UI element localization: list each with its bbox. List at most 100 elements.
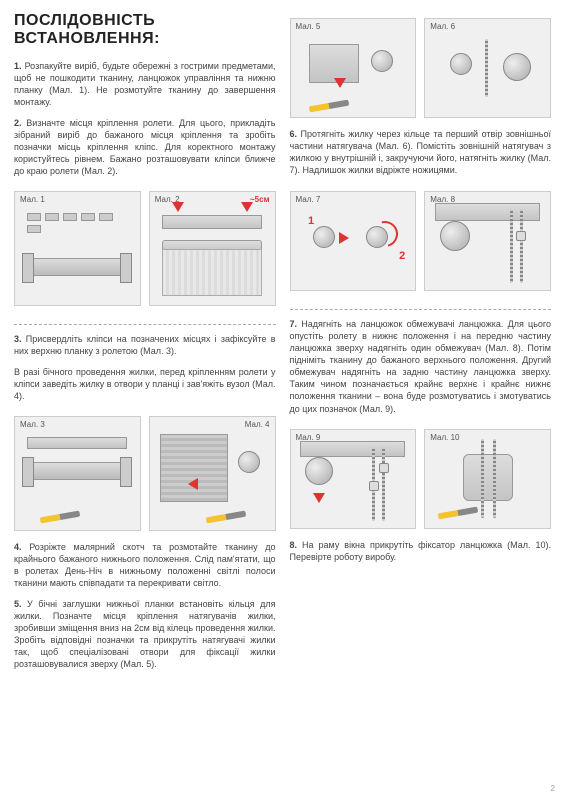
step-num: 6. bbox=[290, 129, 298, 139]
step-num: 5. bbox=[14, 599, 22, 609]
stopper-icon bbox=[516, 231, 526, 241]
right-column: Мал. 5 Мал. 6 6. Протягніть жилку через … bbox=[290, 12, 552, 678]
mechanism-icon bbox=[160, 434, 229, 502]
step-text: Протягніть жилку через кільце та перший … bbox=[290, 129, 552, 175]
fixator-icon bbox=[463, 454, 513, 501]
figure-row-3-4: Мал. 3 Мал. 4 bbox=[14, 416, 276, 531]
tensioner-icon bbox=[309, 44, 359, 83]
callout-number: 1 bbox=[308, 215, 314, 227]
chain-icon bbox=[481, 439, 484, 517]
rail-icon bbox=[435, 203, 540, 221]
figure-2: Мал. 2 ~5см bbox=[149, 191, 276, 306]
step-2: 2. Визначте місця кріплення ролети. Для … bbox=[14, 117, 276, 178]
screwdriver-icon bbox=[309, 100, 349, 113]
arrow-icon bbox=[339, 232, 349, 244]
rail-icon bbox=[162, 215, 262, 229]
divider bbox=[14, 324, 276, 325]
figure-label: Мал. 3 bbox=[20, 420, 45, 429]
arrow-icon bbox=[313, 493, 325, 503]
bracket-icon bbox=[22, 253, 34, 283]
figure-10: Мал. 10 bbox=[424, 429, 551, 529]
figure-label: Мал. 10 bbox=[430, 433, 459, 442]
step-text: Надягніть на ланцюжок обмежувачі ланцюжк… bbox=[290, 319, 552, 414]
step-text: На раму вікна прикрутіть фіксатор ланцюж… bbox=[290, 540, 551, 562]
figure-4: Мал. 4 bbox=[149, 416, 276, 531]
figure-row-5-6: Мал. 5 Мал. 6 bbox=[290, 18, 552, 118]
figure-8: Мал. 8 bbox=[424, 191, 551, 291]
divider bbox=[290, 309, 552, 310]
page-title: ПОСЛІДОВНІСТЬ ВСТАНОВЛЕННЯ: bbox=[14, 12, 276, 48]
knob-icon bbox=[238, 451, 260, 473]
step-3: 3. Присвердліть кліпси на позначених міс… bbox=[14, 333, 276, 357]
chain-icon bbox=[510, 209, 513, 283]
rail-icon bbox=[300, 441, 405, 457]
step-num: 7. bbox=[290, 319, 298, 329]
step-8: 8. На раму вікна прикрутіть фіксатор лан… bbox=[290, 539, 552, 563]
ring-icon bbox=[450, 53, 472, 75]
mechanism-icon bbox=[440, 221, 470, 251]
step-3b: В разі бічного проведення жилки, перед к… bbox=[14, 366, 276, 402]
left-column: ПОСЛІДОВНІСТЬ ВСТАНОВЛЕННЯ: 1. Розпакуйт… bbox=[14, 12, 276, 678]
step-num: 8. bbox=[290, 540, 298, 550]
step-text: Визначте місця кріплення ролети. Для цьо… bbox=[14, 118, 276, 177]
figure-label: Мал. 6 bbox=[430, 22, 455, 31]
figure-6: Мал. 6 bbox=[424, 18, 551, 118]
part-icon bbox=[313, 226, 335, 248]
step-num: 1. bbox=[14, 61, 22, 71]
bracket-icon bbox=[120, 457, 132, 487]
figure-row-1-2: Мал. 1 Мал. 2 ~5см bbox=[14, 191, 276, 306]
parts-icon bbox=[27, 213, 127, 233]
step-num: 4. bbox=[14, 542, 22, 552]
step-text: Розпакуйте виріб, будьте обережні з гост… bbox=[14, 61, 276, 107]
figure-5: Мал. 5 bbox=[290, 18, 417, 118]
tensioner-icon bbox=[503, 53, 531, 81]
arrow-icon bbox=[241, 202, 253, 212]
roller-icon bbox=[27, 462, 127, 480]
chain-icon bbox=[493, 439, 496, 517]
instruction-page: ПОСЛІДОВНІСТЬ ВСТАНОВЛЕННЯ: 1. Розпакуйт… bbox=[0, 0, 565, 690]
callout-number: 2 bbox=[399, 250, 405, 262]
step-num: 2. bbox=[14, 118, 22, 128]
figure-label: Мал. 2 bbox=[155, 195, 180, 204]
bracket-icon bbox=[120, 253, 132, 283]
figure-label: Мал. 1 bbox=[20, 195, 45, 204]
figure-3: Мал. 3 bbox=[14, 416, 141, 531]
chain-icon bbox=[520, 209, 523, 283]
step-text: Розріжте малярний скотч та розмотайте тк… bbox=[14, 542, 276, 588]
fabric-icon bbox=[162, 249, 262, 296]
screwdriver-icon bbox=[40, 511, 80, 524]
dimension-label: ~5см bbox=[250, 195, 270, 204]
step-5: 5. У бічні заглушки нижньої планки встан… bbox=[14, 598, 276, 671]
figure-1: Мал. 1 bbox=[14, 191, 141, 306]
page-number: 2 bbox=[551, 784, 555, 793]
figure-label: Мал. 8 bbox=[430, 195, 455, 204]
arrow-icon bbox=[334, 78, 346, 88]
step-4: 4. Розріжте малярний скотч та розмотайте… bbox=[14, 541, 276, 590]
figure-7: Мал. 7 1 2 bbox=[290, 191, 417, 291]
figure-label: Мал. 7 bbox=[296, 195, 321, 204]
step-6: 6. Протягніть жилку через кільце та перш… bbox=[290, 128, 552, 177]
figure-label: Мал. 4 bbox=[245, 420, 270, 429]
roller-icon bbox=[27, 258, 127, 276]
step-num: 3. bbox=[14, 334, 22, 344]
line-icon bbox=[485, 39, 488, 98]
figure-row-7-8: Мал. 7 1 2 Мал. 8 bbox=[290, 191, 552, 291]
step-text: Присвердліть кліпси на позначених місцях… bbox=[14, 334, 276, 356]
figure-label: Мал. 5 bbox=[296, 22, 321, 31]
step-text: У бічні заглушки нижньої планки встанові… bbox=[14, 599, 276, 670]
step-1: 1. Розпакуйте виріб, будьте обережні з г… bbox=[14, 60, 276, 109]
figure-row-9-10: Мал. 9 Мал. 10 bbox=[290, 429, 552, 529]
arrow-icon bbox=[188, 478, 198, 490]
bracket-icon bbox=[22, 457, 34, 487]
chain-icon bbox=[382, 447, 385, 521]
figure-label: Мал. 9 bbox=[296, 433, 321, 442]
knob-icon bbox=[371, 50, 393, 72]
screwdriver-icon bbox=[438, 506, 478, 519]
figure-9: Мал. 9 bbox=[290, 429, 417, 529]
step-7: 7. Надягніть на ланцюжок обмежувачі ланц… bbox=[290, 318, 552, 415]
mechanism-icon bbox=[305, 457, 333, 485]
stopper-icon bbox=[369, 481, 379, 491]
screwdriver-icon bbox=[206, 511, 246, 524]
stopper-icon bbox=[379, 463, 389, 473]
rail-icon bbox=[27, 437, 127, 449]
